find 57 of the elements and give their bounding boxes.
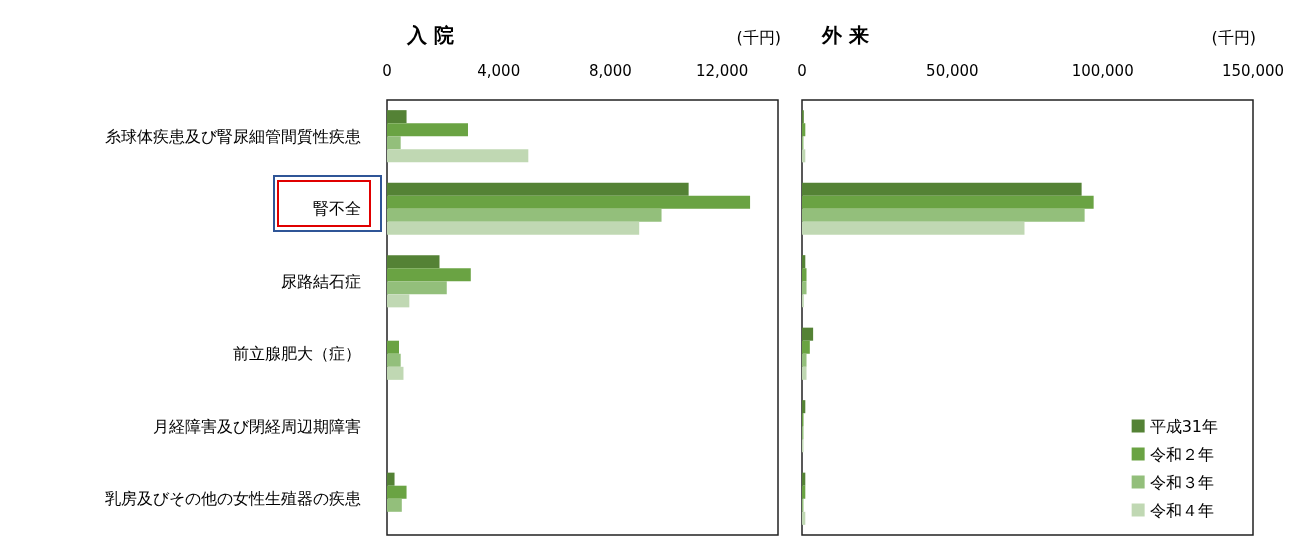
bar (387, 255, 440, 269)
bar (387, 366, 404, 380)
bar (387, 123, 468, 137)
legend-label: 令和２年 (1149, 444, 1214, 464)
bar (387, 110, 407, 124)
bar (802, 208, 1085, 222)
x-tick-label: 150,000 (1221, 61, 1285, 80)
bar (802, 255, 806, 269)
bar (802, 353, 807, 367)
x-axis-title: (千円) (736, 27, 781, 47)
bar (387, 281, 447, 295)
chart-title: 入 院 (406, 23, 454, 47)
bar (802, 123, 806, 137)
bar (802, 268, 807, 282)
x-tick-label: 50,000 (926, 61, 979, 80)
bar (802, 221, 1025, 235)
y-tick-label: 前立腺肥大（症） (233, 344, 361, 364)
bar (802, 472, 806, 486)
bar (802, 400, 806, 414)
bar (387, 485, 407, 499)
bar (387, 136, 401, 150)
bar (802, 182, 1082, 196)
chart-title: 外 来 (821, 23, 869, 47)
bar (387, 472, 395, 486)
bar (387, 149, 529, 163)
bar (387, 208, 662, 222)
bar (802, 366, 807, 380)
legend-label: 令和３年 (1149, 472, 1214, 492)
bar (387, 498, 402, 512)
bar (802, 511, 806, 525)
legend-label: 令和４年 (1149, 500, 1214, 520)
y-tick-label: 乳房及びその他の女性生殖器の疾患 (105, 489, 361, 509)
legend-label: 平成31年 (1149, 416, 1218, 436)
bar (387, 294, 410, 308)
bar (387, 195, 751, 209)
bar (802, 149, 806, 163)
bar (387, 353, 401, 367)
bar (387, 221, 640, 235)
x-axis-title: (千円) (1211, 27, 1256, 47)
x-tick-label: 0 (382, 61, 392, 80)
y-tick-label: 尿路結石症 (281, 271, 361, 291)
x-tick-label: 100,000 (1071, 61, 1134, 80)
bar (802, 340, 810, 354)
bar (387, 340, 400, 354)
bar (802, 281, 807, 295)
x-tick-label: 12,000 (695, 61, 749, 80)
y-tick-label: 腎不全 (313, 199, 361, 219)
bar (387, 182, 689, 196)
x-tick-label: 4,000 (477, 61, 521, 80)
y-tick-label: 月経障害及び閉経周辺期障害 (153, 416, 361, 436)
x-tick-label: 0 (797, 61, 807, 80)
bar (802, 195, 1094, 209)
x-tick-label: 8,000 (588, 61, 632, 80)
bar (387, 268, 471, 282)
bar (802, 485, 806, 499)
y-tick-label: 糸球体疾患及び腎尿細管間質性疾患 (105, 126, 361, 146)
bar (802, 327, 814, 341)
